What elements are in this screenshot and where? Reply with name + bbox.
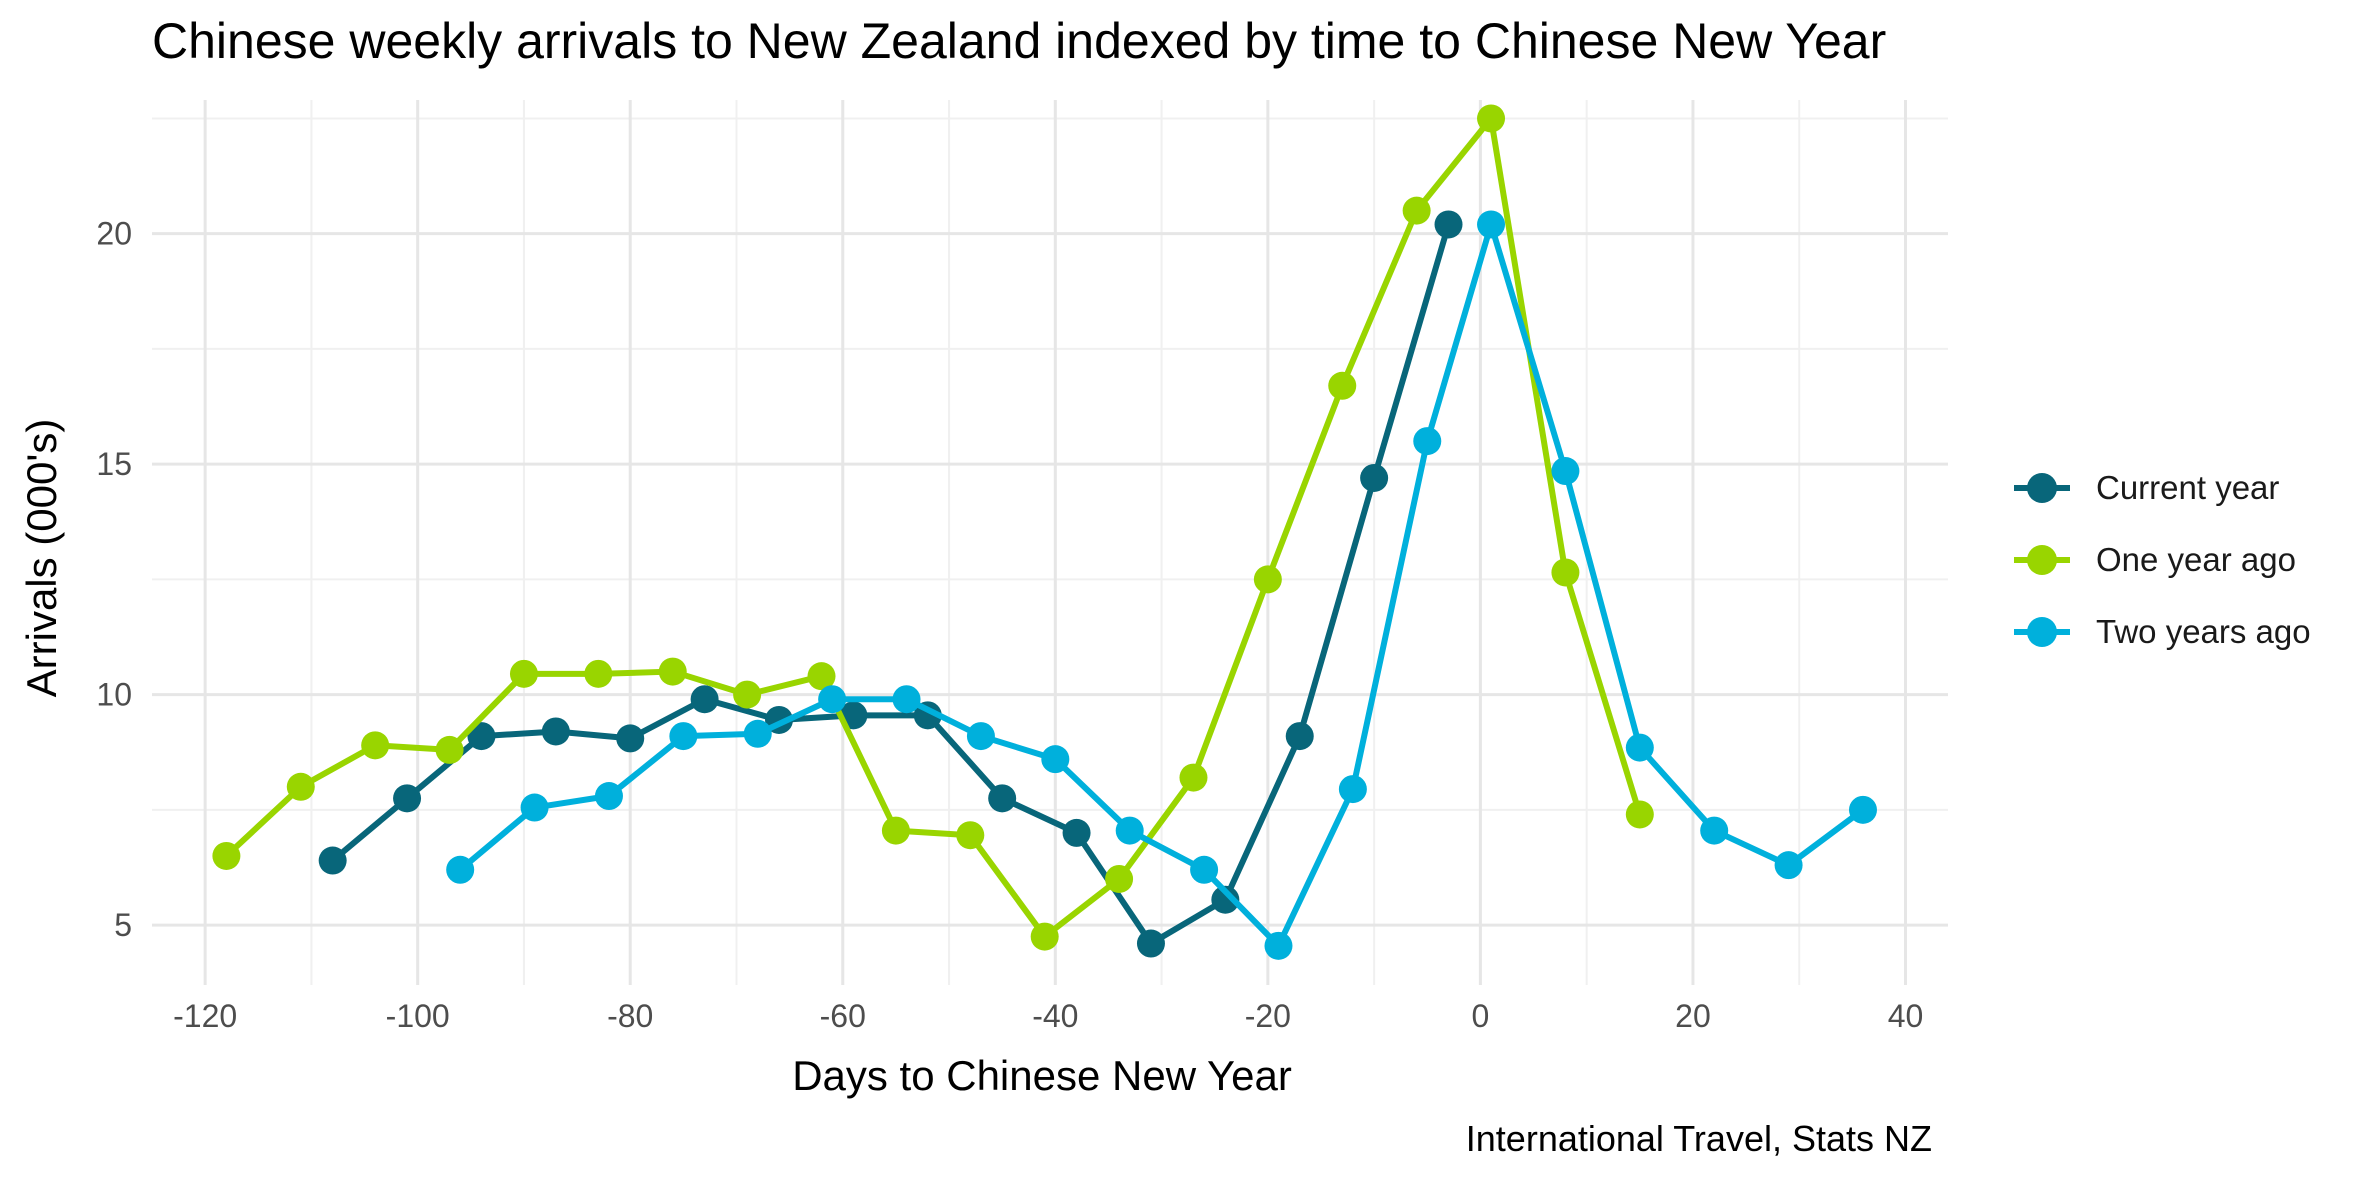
data-point-one-year-ago [1179, 763, 1208, 792]
data-point-current-year [1285, 722, 1314, 751]
legend-key-one-year-ago [2010, 540, 2074, 580]
data-point-one-year-ago [658, 657, 687, 686]
legend-label-two-years-ago: Two years ago [2096, 613, 2311, 650]
data-point-two-years-ago [446, 855, 475, 884]
data-point-one-year-ago [1551, 558, 1580, 587]
y-tick-label: 10 [96, 677, 132, 713]
data-point-two-years-ago [743, 719, 772, 748]
data-point-current-year [393, 784, 422, 813]
y-tick-label: 20 [96, 216, 132, 252]
data-point-two-years-ago [1115, 816, 1144, 845]
x-axis-ticks: -120 -100 -80 -60 -40 -20 0 20 40 [173, 998, 1923, 1034]
legend-key-two-years-ago [2010, 612, 2074, 652]
data-point-one-year-ago [212, 841, 241, 870]
data-point-two-years-ago [1774, 851, 1803, 880]
legend: Current year One year ago Two years ago [2010, 452, 2311, 668]
data-point-current-year [616, 724, 645, 753]
legend-point [2027, 617, 2057, 647]
data-point-current-year [1062, 818, 1091, 847]
data-point-current-year [1360, 463, 1389, 492]
legend-point [2027, 473, 2057, 503]
x-tick-label: 0 [1472, 998, 1490, 1034]
series-line-current-year [329, 221, 1452, 947]
data-point-one-year-ago [956, 821, 985, 850]
data-point-one-year-ago [584, 659, 613, 688]
data-point-two-years-ago [1338, 775, 1367, 804]
y-axis-label: Arrivals (000's) [18, 418, 65, 698]
data-point-two-years-ago [1700, 816, 1729, 845]
data-point-two-years-ago [1848, 795, 1877, 824]
data-point-one-year-ago [807, 662, 836, 691]
data-point-two-years-ago [594, 782, 623, 811]
chart-title: Chinese weekly arrivals to New Zealand i… [152, 13, 1887, 69]
data-point-two-years-ago [1190, 855, 1219, 884]
x-tick-label: 20 [1675, 998, 1711, 1034]
legend-label-one-year-ago: One year ago [2096, 541, 2296, 578]
legend-item-two-years-ago: Two years ago [2010, 596, 2311, 668]
data-point-one-year-ago [881, 816, 910, 845]
legend-item-one-year-ago: One year ago [2010, 524, 2311, 596]
data-point-one-year-ago [733, 680, 762, 709]
data-point-current-year [1211, 885, 1240, 914]
x-tick-label: 40 [1888, 998, 1924, 1034]
series-two-years-ago [446, 210, 1877, 960]
grid-major-lines [152, 100, 1948, 985]
data-point-two-years-ago [669, 722, 698, 751]
data-point-two-years-ago [818, 685, 847, 714]
legend-label-current-year: Current year [2096, 469, 2280, 506]
data-point-current-year [690, 685, 719, 714]
data-point-one-year-ago [509, 659, 538, 688]
data-point-current-year [467, 722, 496, 751]
y-tick-label: 15 [96, 446, 132, 482]
x-tick-label: -100 [386, 998, 450, 1034]
data-point-two-years-ago [520, 793, 549, 822]
x-tick-label: -80 [607, 998, 653, 1034]
series-one-year-ago [212, 104, 1654, 951]
data-point-one-year-ago [286, 772, 315, 801]
legend-item-current-year: Current year [2010, 452, 2311, 524]
data-point-two-years-ago [966, 722, 995, 751]
data-point-current-year [318, 846, 347, 875]
data-point-one-year-ago [1402, 196, 1431, 225]
data-point-two-years-ago [1413, 427, 1442, 456]
legend-point [2027, 545, 2057, 575]
data-point-two-years-ago [1041, 745, 1070, 774]
series-layer [212, 104, 1877, 960]
x-tick-label: -120 [173, 998, 237, 1034]
data-point-two-years-ago [1625, 733, 1654, 762]
legend-key-current-year [2010, 468, 2074, 508]
data-point-one-year-ago [1625, 800, 1654, 829]
data-point-one-year-ago [1477, 104, 1506, 133]
data-point-one-year-ago [1253, 565, 1282, 594]
data-point-current-year [541, 717, 570, 746]
x-tick-label: -60 [820, 998, 866, 1034]
x-tick-label: -40 [1032, 998, 1078, 1034]
chart-caption: International Travel, Stats NZ [1465, 1118, 1932, 1159]
data-point-one-year-ago [1328, 371, 1357, 400]
data-point-current-year [1136, 929, 1165, 958]
data-point-two-years-ago [1551, 457, 1580, 486]
data-point-current-year [1434, 210, 1463, 239]
series-line-one-year-ago [223, 115, 1643, 940]
data-point-one-year-ago [435, 735, 464, 764]
y-axis-ticks: 5 10 15 20 [96, 216, 132, 943]
y-tick-label: 5 [114, 907, 132, 943]
data-point-two-years-ago [892, 685, 921, 714]
x-axis-label: Days to Chinese New Year [792, 1052, 1292, 1099]
data-point-one-year-ago [361, 731, 390, 760]
data-point-current-year [988, 784, 1017, 813]
data-point-two-years-ago [1264, 931, 1293, 960]
data-point-two-years-ago [1477, 210, 1506, 239]
data-point-one-year-ago [1105, 864, 1134, 893]
x-tick-label: -20 [1245, 998, 1291, 1034]
data-point-one-year-ago [1030, 922, 1059, 951]
